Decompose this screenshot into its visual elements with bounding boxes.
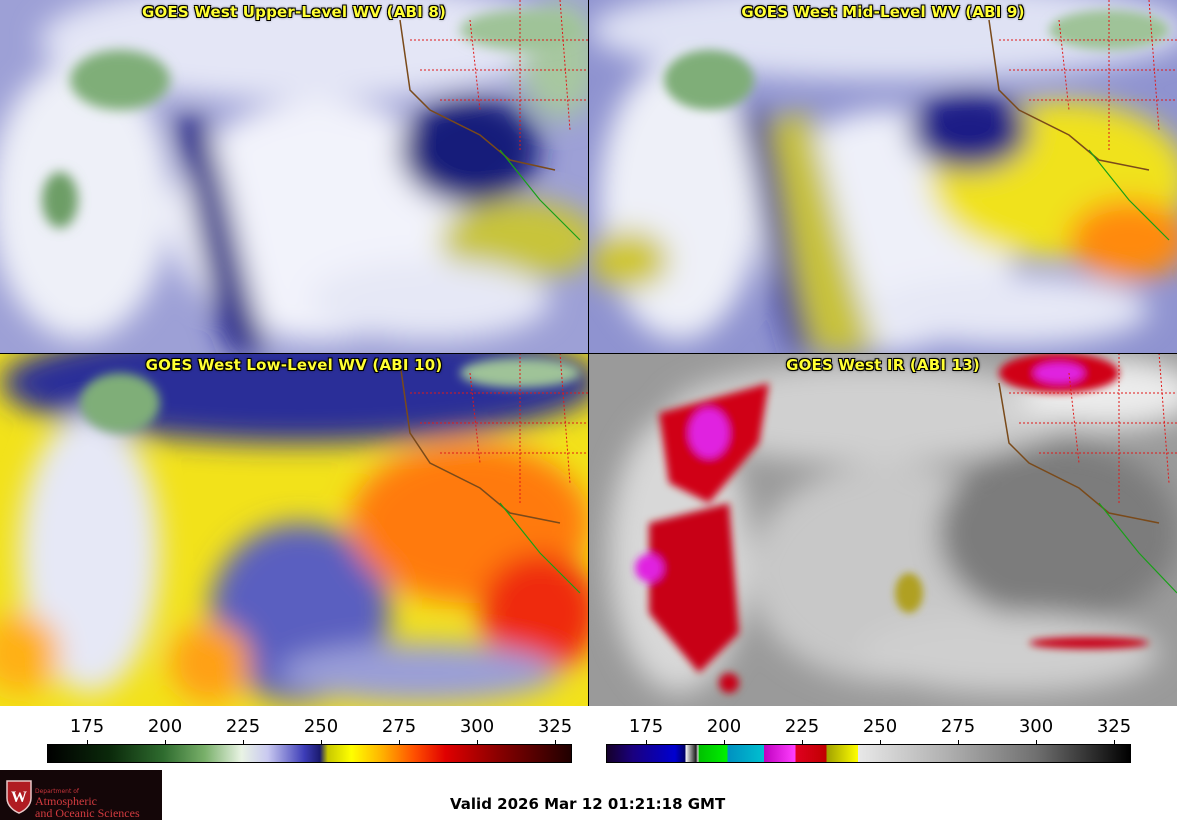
tick-label: 225 (225, 716, 261, 737)
tick-mark (880, 740, 881, 746)
tick-label: 175 (628, 716, 664, 737)
tick-mark (724, 740, 725, 746)
tick-mark (165, 740, 166, 746)
panel-title: GOES West IR (ABI 13) (786, 356, 980, 374)
tick-mark (555, 740, 556, 746)
tick-mark (802, 740, 803, 746)
logo-org-line1: Atmospheric (35, 794, 97, 808)
tick-mark (1036, 740, 1037, 746)
tick-mark (399, 740, 400, 746)
panel-divider-horizontal (0, 353, 1177, 354)
tick-label: 325 (537, 716, 573, 737)
tick-label: 250 (862, 716, 898, 737)
aos-logo: W Department of Atmospheric and Oceanic … (0, 770, 162, 820)
tick-mark (958, 740, 959, 746)
low-level-wv-panel: GOES West Low-Level WV (ABI 10) (0, 353, 588, 706)
tick-label: 300 (1018, 716, 1054, 737)
upper-level-wv-panel: GOES West Upper-Level WV (ABI 8) (0, 0, 588, 353)
panel-title: GOES West Upper-Level WV (ABI 8) (141, 3, 447, 21)
upper-level-wv-image (0, 0, 588, 353)
logo-department-text: Department of (35, 788, 79, 795)
tick-mark (1114, 740, 1115, 746)
tick-mark (243, 740, 244, 746)
tick-mark (321, 740, 322, 746)
wv-color-bar (47, 744, 572, 763)
tick-label: 225 (784, 716, 820, 737)
ir-panel: GOES West IR (ABI 13) (589, 353, 1177, 706)
tick-mark (477, 740, 478, 746)
valid-timestamp: Valid 2026 Mar 12 01:21:18 GMT (450, 795, 726, 813)
tick-label: 200 (147, 716, 183, 737)
tick-mark (646, 740, 647, 746)
low-level-wv-image (0, 353, 588, 706)
panel-title: GOES West Mid-Level WV (ABI 9) (741, 3, 1025, 21)
mid-level-wv-panel: GOES West Mid-Level WV (ABI 9) (589, 0, 1177, 353)
ir-color-scale: 175 200 225 250 275 300 325 (589, 706, 1177, 766)
svg-text:W: W (11, 789, 27, 806)
tick-label: 275 (940, 716, 976, 737)
university-seal-icon: W (6, 780, 32, 814)
logo-org-line2: and Oceanic Sciences (35, 806, 140, 820)
mid-level-wv-image (589, 0, 1177, 353)
tick-label: 175 (69, 716, 105, 737)
wv-color-scale: 175 200 225 250 275 300 325 (0, 706, 588, 766)
tick-label: 325 (1096, 716, 1132, 737)
tick-label: 275 (381, 716, 417, 737)
ir-image (589, 353, 1177, 706)
ir-color-bar (606, 744, 1131, 763)
panel-title: GOES West Low-Level WV (ABI 10) (145, 356, 443, 374)
tick-mark (87, 740, 88, 746)
tick-label: 250 (303, 716, 339, 737)
tick-label: 200 (706, 716, 742, 737)
tick-label: 300 (459, 716, 495, 737)
